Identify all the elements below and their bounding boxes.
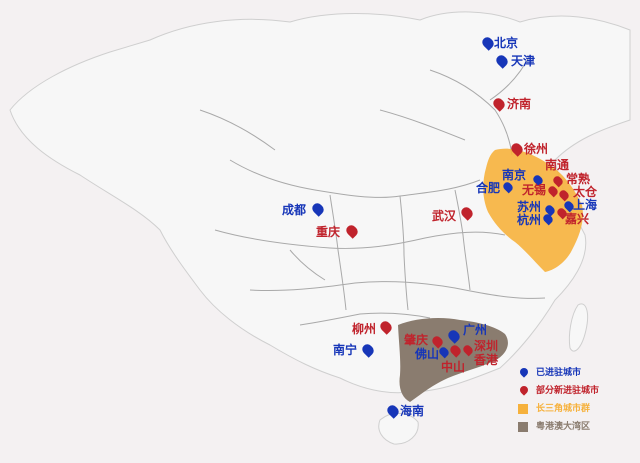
pin-icon	[509, 141, 525, 157]
legend-yangtze-label: 长三角城市群	[536, 404, 591, 414]
city-label-foshan: 佛山	[415, 347, 440, 361]
legend-new-label: 部分新进驻城市	[536, 386, 600, 396]
city-label-beijing: 北京	[494, 36, 519, 50]
city-label-changshu: 常熟	[566, 172, 591, 186]
pin-icon	[360, 342, 376, 358]
legend-existing-label: 已进驻城市	[536, 368, 582, 378]
swatch-icon	[518, 422, 528, 432]
legend-new: 部分新进驻城市	[518, 382, 636, 400]
legend: 已进驻城市 部分新进驻城市 长三角城市群 粤港澳大湾区	[518, 364, 636, 436]
city-label-nanning: 南宁	[333, 343, 358, 357]
city-label-jinan: 济南	[507, 97, 532, 111]
city-label-chongqing: 重庆	[316, 225, 341, 239]
hainan-island	[378, 413, 419, 445]
city-label-hefei: 合肥	[476, 181, 501, 195]
pin-icon	[491, 96, 507, 112]
pin-icon	[437, 345, 451, 359]
city-label-taicang: 太仓	[573, 185, 598, 199]
city-label-hongkong: 香港	[474, 353, 499, 367]
city-label-nantong: 南通	[545, 158, 570, 172]
city-label-xuzhou: 徐州	[524, 142, 549, 156]
pin-icon	[557, 188, 571, 202]
city-label-chengdu: 成都	[282, 203, 307, 217]
legend-bay-label: 粤港澳大湾区	[536, 422, 591, 432]
pin-icon	[518, 366, 530, 378]
greater-bay-region	[398, 317, 508, 402]
land-mass	[9, 11, 631, 394]
legend-existing: 已进驻城市	[518, 364, 636, 382]
pin-icon	[310, 201, 326, 217]
pin-icon	[385, 403, 401, 419]
city-label-guangzhou: 广州	[463, 323, 488, 337]
city-label-wuhan: 武汉	[432, 209, 457, 223]
city-label-liuzhou: 柳州	[352, 322, 377, 336]
pin-icon	[378, 319, 394, 335]
city-label-suzhou: 苏州	[517, 200, 542, 214]
city-label-shanghai: 上海	[573, 198, 598, 212]
taiwan-island	[568, 303, 589, 352]
city-label-hangzhou: 杭州	[517, 213, 542, 227]
city-label-wuxi: 无锡	[522, 183, 547, 197]
city-label-zhongshan: 中山	[441, 360, 466, 374]
pin-icon	[501, 180, 515, 194]
city-label-shenzhen: 深圳	[474, 339, 499, 353]
pin-icon	[446, 328, 462, 344]
city-label-nanjing: 南京	[502, 168, 527, 182]
province-borders	[199, 54, 546, 326]
pin-icon	[494, 53, 510, 69]
swatch-icon	[518, 404, 528, 414]
pin-icon	[518, 384, 530, 396]
pin-icon	[461, 343, 475, 357]
pin-icon	[344, 223, 360, 239]
city-label-tianjin: 天津	[511, 54, 536, 68]
legend-yangtze: 长三角城市群	[518, 400, 636, 418]
city-label-zhaoqing: 肇庆	[404, 333, 429, 347]
pin-icon	[459, 205, 475, 221]
city-label-haikou: 海南	[400, 404, 425, 418]
legend-bay: 粤港澳大湾区	[518, 418, 636, 436]
pin-icon	[448, 343, 463, 358]
city-label-jiaxing: 嘉兴	[565, 212, 590, 226]
